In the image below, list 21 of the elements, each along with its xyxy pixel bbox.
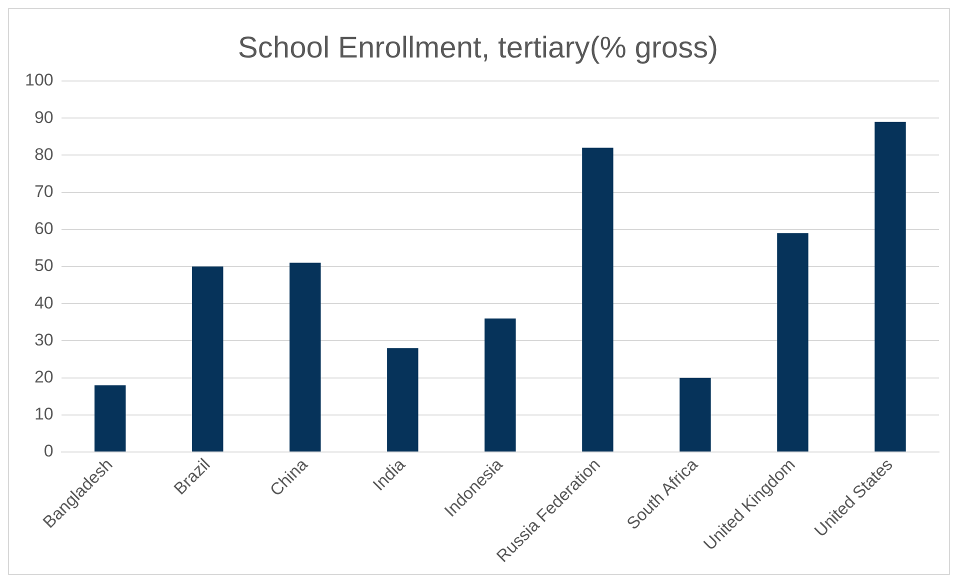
y-tick-label: 90 — [34, 108, 54, 127]
y-tick-label: 30 — [34, 330, 54, 350]
bar — [484, 318, 516, 452]
bar — [192, 266, 224, 452]
bar — [680, 378, 711, 452]
y-tick-label: 60 — [34, 219, 54, 238]
y-tick-label: 10 — [34, 404, 54, 424]
y-tick-label: 40 — [34, 293, 54, 312]
bar — [94, 385, 126, 452]
chart-title: School Enrollment, tertiary(% gross) — [238, 31, 718, 64]
bar — [387, 348, 418, 452]
bar — [290, 262, 321, 452]
y-tick-label: 80 — [34, 144, 54, 164]
y-tick-label: 70 — [34, 182, 54, 201]
bar — [777, 233, 808, 452]
y-tick-label: 100 — [24, 70, 54, 90]
bar — [874, 122, 906, 452]
y-tick-label: 50 — [34, 256, 54, 276]
bar — [582, 148, 614, 452]
y-tick-label: 0 — [44, 442, 54, 461]
y-tick-label: 20 — [34, 368, 54, 387]
